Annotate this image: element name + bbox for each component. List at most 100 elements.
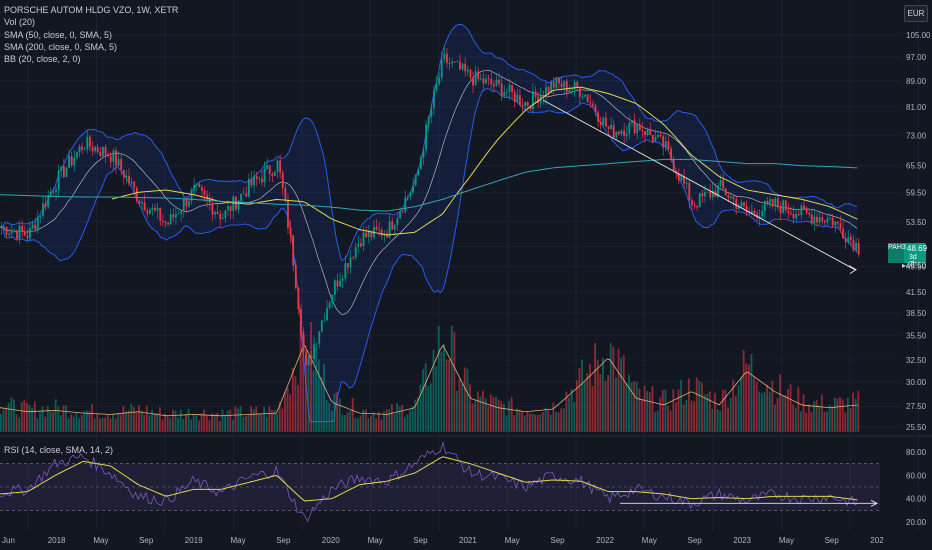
volume-bar [792, 404, 795, 432]
candle-body [615, 131, 618, 138]
candle-body [683, 175, 686, 184]
volume-bar [432, 349, 435, 432]
volume-bar [140, 410, 143, 432]
volume-bar [721, 389, 724, 432]
candle-body [10, 230, 13, 234]
candle-body [573, 82, 576, 90]
candle-body [808, 212, 811, 215]
volume-bar [555, 411, 557, 432]
volume-bar [648, 392, 651, 432]
volume-bar [284, 392, 286, 432]
indicator-sma200[interactable]: SMA (200, close, 0, SMA, 5) [4, 41, 118, 52]
indicator-volume[interactable]: Vol (20) [4, 17, 36, 28]
volume-bar [294, 376, 297, 432]
candle-body [310, 355, 313, 359]
candle-body [594, 105, 597, 113]
candle-body [485, 78, 487, 84]
candle-body [102, 146, 104, 157]
volume-bar [818, 405, 821, 432]
volume-bar [661, 389, 664, 432]
volume-bar [846, 397, 849, 432]
volume-bar [156, 413, 159, 432]
volume-bar [484, 398, 487, 432]
volume-bar [122, 405, 125, 432]
volume-bar [226, 410, 229, 432]
candle-body [625, 133, 628, 136]
volume-bar [44, 416, 47, 432]
candle-body [214, 212, 216, 215]
volume-bar [742, 350, 745, 432]
candle-body [610, 124, 613, 129]
volume-bar [500, 401, 503, 432]
rsi-legend[interactable]: RSI (14, close, SMA, 14, 2) [4, 445, 114, 455]
candle-body [724, 188, 727, 196]
volume-bar [596, 360, 599, 432]
volume-bar [39, 412, 41, 432]
indicator-sma50[interactable]: SMA (50, close, 0, SMA, 5) [4, 29, 113, 40]
candle-body [740, 202, 743, 207]
volume-bar [177, 417, 180, 432]
volume-bar [463, 367, 466, 432]
candle-body [96, 147, 99, 152]
volume-bar [101, 417, 104, 432]
candle-body [276, 160, 279, 172]
candle-body [578, 88, 581, 97]
price-marker: ▸45.50 [902, 261, 927, 270]
currency-button[interactable]: EUR [904, 5, 928, 22]
volume-bar [760, 393, 763, 432]
candle-body [787, 210, 790, 213]
volume-bar [5, 407, 8, 432]
volume-bar [450, 325, 453, 432]
candle-body [406, 195, 409, 198]
bb-lower-line [0, 88, 858, 423]
volume-bar [263, 407, 266, 432]
volume-bar [304, 355, 307, 432]
price-tag-value: 48.69 [907, 244, 928, 253]
volume-bar [145, 405, 148, 432]
volume-bar [362, 410, 365, 432]
volume-bar [195, 415, 198, 432]
volume-bar [416, 397, 419, 432]
candle-body [198, 184, 201, 188]
candle-body [365, 232, 368, 237]
time-tick-label: 2019 [185, 536, 203, 545]
volume-bar [492, 397, 495, 432]
candle-body [31, 224, 34, 229]
candle-body [685, 183, 688, 184]
volume-bar [166, 415, 169, 432]
candle-body [784, 200, 787, 211]
candle-body [148, 209, 151, 214]
candle-body [805, 209, 808, 213]
volume-bar [224, 414, 226, 432]
volume-bar [445, 359, 448, 432]
candle-body [836, 221, 839, 224]
candle-body [237, 200, 240, 210]
volume-bar [656, 410, 659, 432]
volume-bar [659, 397, 662, 432]
volume-bar [208, 420, 211, 432]
volume-bar [375, 418, 378, 432]
candle-body [271, 173, 274, 176]
rsi-sma-line [0, 456, 858, 502]
candle-body [190, 189, 193, 201]
volume-bar [96, 414, 99, 432]
candle-body [581, 96, 584, 98]
volume-bar [753, 377, 755, 432]
candle-body [284, 188, 287, 201]
rsi-support-arrow [870, 499, 879, 507]
volume-bar [164, 413, 167, 432]
candle-body [326, 307, 328, 321]
candle-body [495, 79, 498, 87]
indicator-bb[interactable]: BB (20, close, 2, 0) [4, 54, 81, 65]
volume-bar [23, 399, 26, 432]
candle-body [571, 89, 573, 91]
candle-body [208, 199, 211, 204]
volume-bar [570, 388, 573, 432]
candle-body [268, 165, 271, 174]
candle-body [672, 160, 675, 171]
price-tick-label: 32.50 [906, 356, 927, 365]
price-candles [0, 46, 860, 366]
symbol-title[interactable]: PORSCHE AUTOM HLDG VZO, 1W, XETR [4, 5, 179, 15]
